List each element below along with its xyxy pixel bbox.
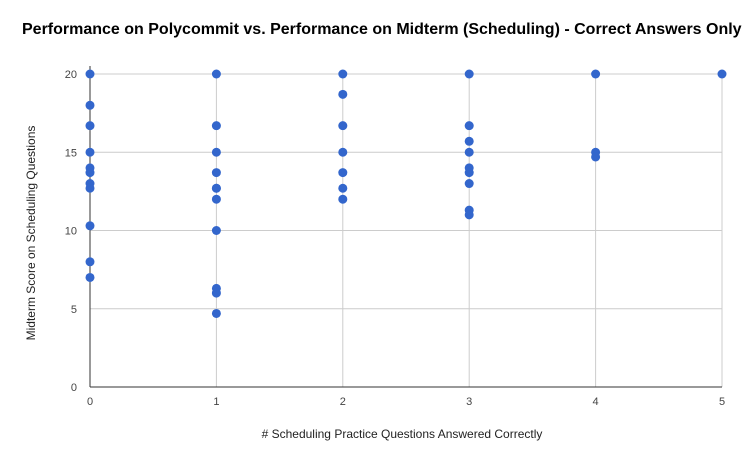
- y-tick-label: 5: [71, 304, 77, 316]
- data-point: [211, 226, 221, 235]
- data-point: [85, 100, 95, 110]
- data-point: [85, 221, 95, 231]
- data-point: [85, 183, 95, 193]
- data-point: [338, 194, 348, 204]
- y-tick-label: 0: [71, 382, 77, 394]
- x-tick-label: 1: [213, 396, 219, 408]
- data-point: [338, 69, 348, 79]
- data-point: [464, 168, 474, 178]
- data-point: [464, 121, 474, 131]
- x-tick-label: 4: [593, 396, 599, 408]
- data-point: [211, 288, 221, 298]
- data-point: [464, 69, 474, 79]
- data-point: [85, 168, 95, 178]
- data-point: [85, 69, 95, 79]
- x-axis-label: # Scheduling Practice Questions Answered…: [261, 427, 543, 441]
- data-point: [717, 69, 727, 79]
- data-point: [464, 179, 474, 189]
- y-tick-label: 20: [65, 69, 77, 81]
- data-point: [211, 121, 221, 131]
- data-point: [464, 136, 474, 146]
- data-point: [211, 168, 221, 178]
- data-point: [338, 168, 348, 178]
- data-point: [85, 257, 95, 267]
- x-tick-label: 0: [87, 396, 93, 408]
- data-point: [338, 121, 348, 131]
- chart-title: Performance on Polycommit vs. Performanc…: [22, 21, 742, 38]
- data-point: [591, 152, 601, 162]
- data-point: [464, 147, 474, 157]
- x-tick-label: 2: [340, 396, 346, 408]
- data-point: [85, 272, 95, 282]
- data-point: [338, 147, 348, 157]
- data-point: [211, 69, 221, 79]
- y-axis-label: Midterm Score on Scheduling Questions: [24, 125, 38, 341]
- data-point: [85, 147, 95, 157]
- data-point: [85, 121, 95, 131]
- x-tick-label: 5: [719, 396, 725, 408]
- y-tick-label: 15: [65, 147, 77, 159]
- data-point: [591, 69, 601, 79]
- data-point: [211, 194, 221, 204]
- data-point: [338, 89, 348, 99]
- y-tick-label: 10: [65, 226, 77, 238]
- data-point: [211, 308, 221, 318]
- data-point: [211, 147, 221, 157]
- data-point: [211, 183, 221, 193]
- x-tick-label: 3: [466, 396, 472, 408]
- data-point: [338, 183, 348, 193]
- data-point: [464, 210, 474, 220]
